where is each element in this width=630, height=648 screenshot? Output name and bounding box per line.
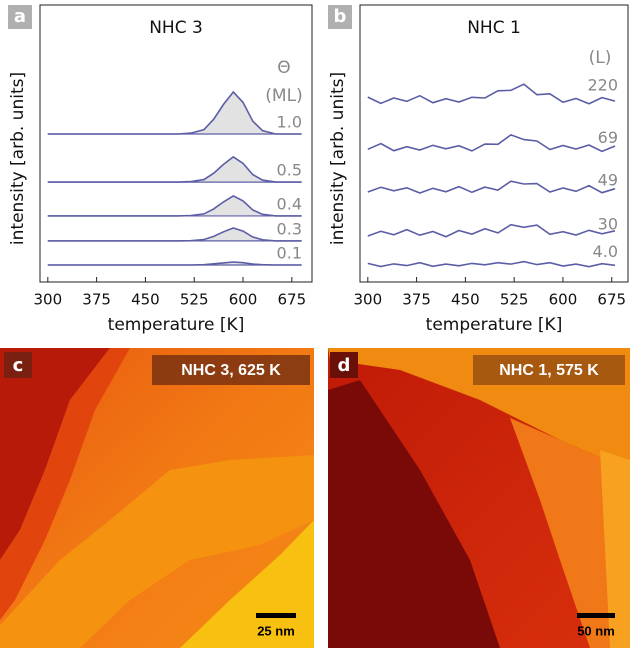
- series-label: 0.4: [277, 194, 302, 213]
- x-axis-label: temperature [K]: [426, 315, 563, 335]
- panel-letter: d: [338, 355, 351, 376]
- terrace: [510, 418, 630, 648]
- stm-image-c: NHC 3, 625 K 25 nm c: [0, 348, 314, 648]
- plot-frame: [359, 4, 629, 283]
- peak-area: [47, 228, 302, 241]
- legend-title: Θ: [277, 58, 290, 78]
- series-label: 1.0: [277, 112, 302, 131]
- panel-letter-box: [4, 352, 32, 378]
- legend-title: (L): [589, 48, 612, 68]
- image-label: NHC 3, 625 K: [181, 362, 281, 379]
- series-label: 220: [587, 76, 618, 95]
- panel-letter: c: [13, 355, 24, 376]
- stm-image-d: NHC 1, 575 K 50 nm d: [328, 348, 630, 648]
- x-tick-label: 525: [500, 291, 529, 309]
- chart-title: NHC 1: [467, 18, 521, 38]
- label-box: [152, 355, 310, 385]
- terrace: [600, 450, 630, 648]
- scale-bar: [577, 613, 615, 618]
- terrace: [0, 348, 130, 620]
- series-label: 0.1: [277, 243, 302, 262]
- image-label: NHC 1, 575 K: [499, 362, 599, 379]
- chart-title: NHC 3: [149, 18, 203, 38]
- panel-letter: a: [14, 6, 26, 27]
- x-tick-label: 675: [597, 291, 626, 309]
- label-box: [473, 355, 625, 385]
- panel-letter-box: [328, 5, 352, 29]
- scale-label: 50 nm: [577, 623, 615, 638]
- x-tick-label: 675: [278, 291, 307, 309]
- series-label: 0.3: [277, 219, 302, 238]
- y-axis-label: intensity [arb. units]: [328, 72, 348, 245]
- spectrum-line: [367, 134, 616, 153]
- scale-bar: [256, 613, 296, 618]
- spectrum-line: [367, 83, 616, 105]
- peak-area: [47, 92, 302, 134]
- x-tick-label: 525: [180, 291, 209, 309]
- x-tick-label: 600: [549, 291, 578, 309]
- terrace: [0, 455, 314, 648]
- x-tick-label: 375: [402, 291, 431, 309]
- scale-label: 25 nm: [257, 623, 295, 638]
- spectrum-line: [367, 180, 616, 194]
- series-label: 69: [598, 128, 618, 147]
- x-tick-label: 375: [82, 291, 111, 309]
- x-axis-label: temperature [K]: [108, 315, 245, 335]
- spectrum-line: [367, 223, 616, 238]
- spectrum-line: [47, 227, 302, 242]
- spectrum-line: [367, 260, 616, 268]
- spectrum-line: [47, 90, 302, 135]
- chart-panel: b NHC 1 temperature [K] intensity [arb. uni…: [328, 4, 629, 335]
- peak-area: [47, 195, 302, 216]
- plot-frame: [39, 4, 313, 283]
- chart-panel: a NHC 3 temperature [K] intensity [arb. uni…: [8, 4, 313, 335]
- x-tick-label: 300: [353, 291, 382, 309]
- terrace: [328, 380, 500, 648]
- series-label: 4.0: [593, 242, 618, 261]
- x-tick-label: 450: [131, 291, 160, 309]
- series-label: 0.5: [277, 161, 302, 180]
- peak-area: [47, 156, 302, 183]
- terrace: [0, 348, 110, 560]
- spectrum-line: [47, 261, 302, 266]
- x-tick-label: 600: [229, 291, 258, 309]
- x-tick-label: 300: [33, 291, 62, 309]
- panel-letter-box: [330, 352, 358, 378]
- spectrum-line: [47, 155, 302, 183]
- y-axis-label: intensity [arb. units]: [8, 72, 28, 245]
- x-tick-label: 450: [451, 291, 480, 309]
- panel-letter: b: [334, 6, 347, 27]
- series-label: 30: [598, 214, 618, 233]
- spectrum-line: [47, 194, 302, 217]
- panel-letter-box: [8, 5, 32, 29]
- legend-title: (ML): [265, 86, 302, 106]
- series-label: 49: [598, 171, 618, 190]
